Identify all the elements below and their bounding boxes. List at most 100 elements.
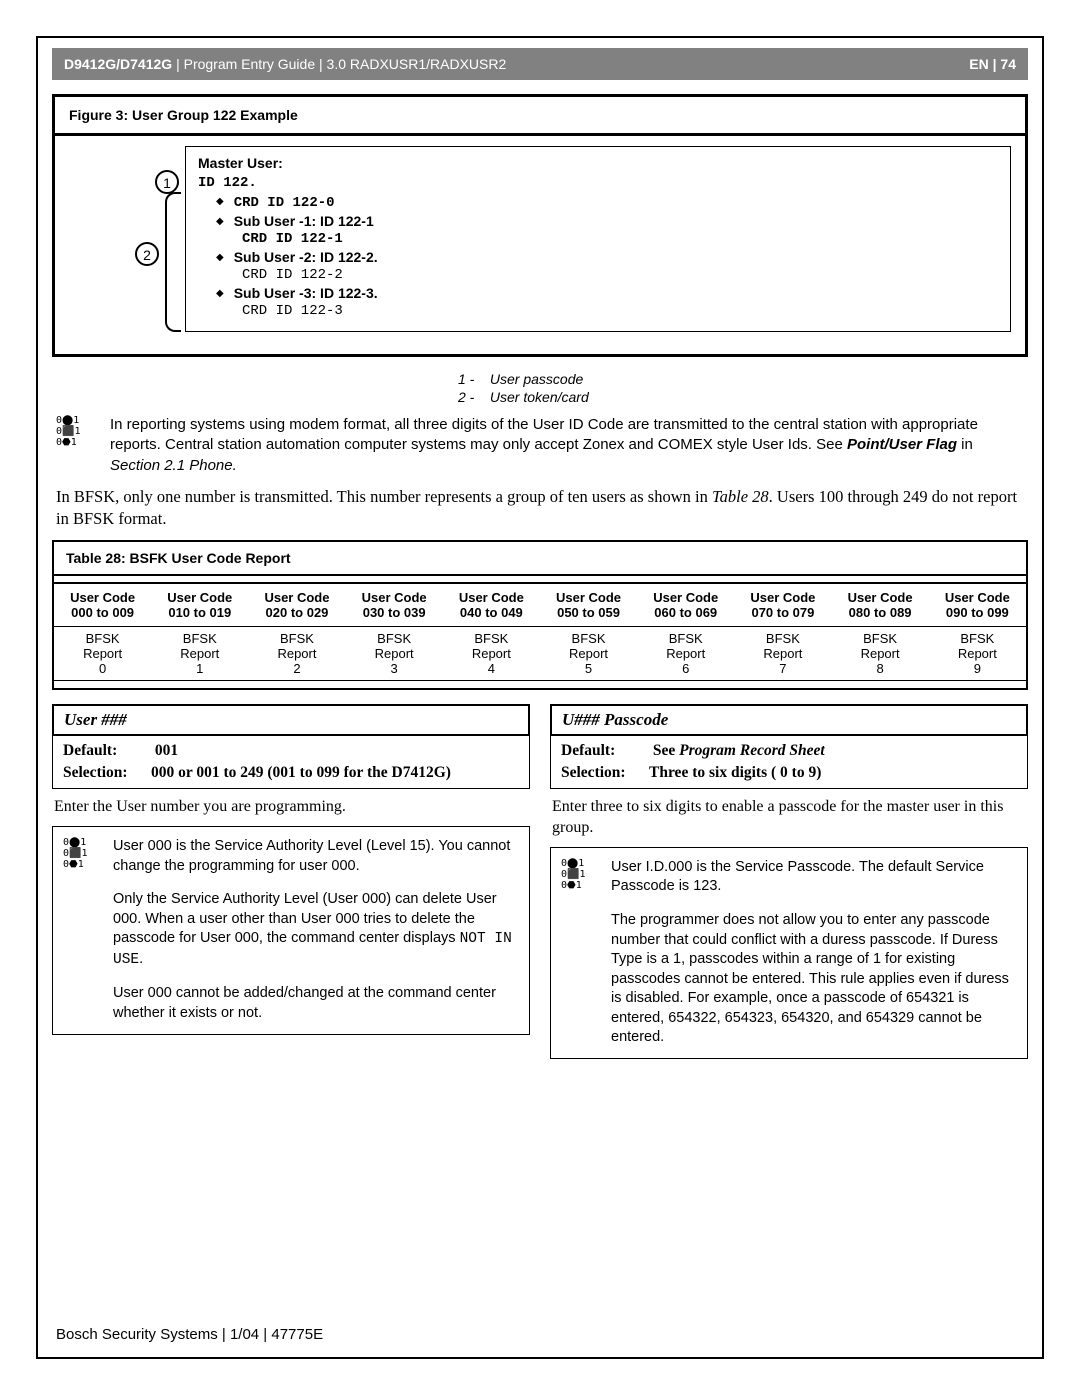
left-def-label: Default:: [63, 742, 151, 760]
right-title: U### Passcode: [550, 704, 1028, 736]
bfsk-th: User Code010 to 019: [151, 584, 248, 627]
header-right: EN | 74: [969, 56, 1016, 72]
table-28: Table 28: BSFK User Code Report User Cod…: [52, 540, 1028, 690]
sub3-b: Sub User -3: ID 122-3.: [234, 285, 378, 301]
crd0: CRD ID 122-0: [234, 195, 335, 211]
bfsk-td: BFSKReport3: [346, 627, 443, 681]
bfsk-th: User Code090 to 099: [929, 584, 1026, 627]
figure-body: 1 2 Master User: ID 122. CRD ID 122-0 Su…: [55, 136, 1025, 342]
two-column: User ### Default: 001 Selection: 000 or …: [52, 704, 1028, 1059]
note-1: 0⬤1 0⬛1 0⬣1 In reporting systems using m…: [56, 415, 1024, 476]
table-bot-spacer: [54, 680, 1026, 688]
caption-1: 1 - User passcode: [458, 371, 1042, 387]
caption-2-text: User token/card: [490, 389, 589, 405]
table-spacer: [54, 576, 1026, 584]
bfsk-head-row: User Code000 to 009User Code010 to 019Us…: [54, 584, 1026, 627]
left-info-icon: 0⬤1 0⬛1 0⬣1: [63, 837, 99, 873]
left-def-val: 001: [155, 742, 178, 759]
bfsk-td: BFSKReport9: [929, 627, 1026, 681]
lang: EN: [969, 56, 988, 72]
left-sel-val: 000 or 001 to 249 (001 to 099 for the D7…: [151, 764, 519, 782]
caption-1-num: 1 -: [458, 371, 474, 387]
figure-3: Figure 3: User Group 122 Example 1 2 Mas…: [52, 94, 1028, 357]
bfsk-table: User Code000 to 009User Code010 to 019Us…: [54, 584, 1026, 680]
header-left: D9412G/D7412G | Program Entry Guide | 3.…: [64, 56, 506, 72]
note1-bi: Point/User Flag: [847, 436, 957, 453]
right-col: U### Passcode Default: See Program Recor…: [550, 704, 1028, 1059]
bfsk-th: User Code070 to 079: [734, 584, 831, 627]
page-frame: D9412G/D7412G | Program Entry Guide | 3.…: [36, 36, 1044, 1359]
left-info-p2b: .: [139, 951, 143, 967]
pipe2: |: [315, 56, 326, 72]
bfsk-td: BFSKReport7: [734, 627, 831, 681]
right-sel-val: Three to six digits ( 0 to 9): [649, 764, 1017, 782]
right-def-val-it: Program Record Sheet: [679, 742, 825, 759]
caption-2: 2 - User token/card: [458, 389, 1042, 405]
page-num: 74: [1000, 56, 1016, 72]
bfsk-th: User Code040 to 049: [443, 584, 540, 627]
bfsk-th: User Code080 to 089: [832, 584, 929, 627]
right-info-p2: The programmer does not allow you to ent…: [611, 911, 1015, 1048]
right-info-box: 0⬤1 0⬛1 0⬣1 User I.D.000 is the Service …: [550, 847, 1028, 1059]
right-sel-label: Selection:: [561, 764, 649, 782]
note1-mid: in: [957, 436, 973, 453]
bfsk-td: BFSKReport1: [151, 627, 248, 681]
left-col: User ### Default: 001 Selection: 000 or …: [52, 704, 530, 1059]
left-info-text: User 000 is the Service Authority Level …: [113, 837, 517, 1024]
caption-1-text: User passcode: [490, 371, 583, 387]
left-info-p2: Only the Service Authority Level (User 0…: [113, 890, 517, 970]
bfsk-th: User Code030 to 039: [346, 584, 443, 627]
model: D9412G/D7412G: [64, 56, 172, 72]
sub1-c: CRD ID 122-1: [242, 231, 343, 247]
right-def-label: Default:: [561, 742, 649, 760]
bfsk-td: BFSKReport4: [443, 627, 540, 681]
guide: Program Entry Guide: [184, 56, 316, 72]
body1-a: In BFSK, only one number is transmitted.…: [56, 487, 712, 506]
master-user-label: Master User:: [198, 155, 998, 171]
footer: Bosch Security Systems | 1/04 | 47775E: [56, 1326, 323, 1343]
left-info-box: 0⬤1 0⬛1 0⬣1 User 000 is the Service Auth…: [52, 826, 530, 1035]
master-block: Master User: ID 122. CRD ID 122-0 Sub Us…: [185, 146, 1011, 332]
left-sel-label: Selection:: [63, 764, 151, 782]
right-info-icon: 0⬤1 0⬛1 0⬣1: [561, 858, 597, 894]
left-info-p1: User 000 is the Service Authority Level …: [113, 837, 517, 876]
body1-it: Table 28: [712, 487, 769, 506]
bfsk-th: User Code050 to 059: [540, 584, 637, 627]
header-bar: D9412G/D7412G | Program Entry Guide | 3.…: [52, 48, 1028, 80]
right-def-val-a: See: [653, 742, 679, 759]
bfsk-th: User Code000 to 009: [54, 584, 151, 627]
right-info-p1: User I.D.000 is the Service Passcode. Th…: [611, 858, 1015, 897]
bfsk-td: BFSKReport6: [637, 627, 734, 681]
right-def-box: Default: See Program Record Sheet Select…: [550, 736, 1028, 789]
bfsk-th: User Code060 to 069: [637, 584, 734, 627]
sub3-c: CRD ID 122-3: [242, 303, 343, 319]
callout-1: 1: [155, 170, 179, 194]
brace: [165, 192, 181, 332]
caption-list: 1 - User passcode 2 - User token/card: [458, 371, 1042, 405]
bfsk-td: BFSKReport0: [54, 627, 151, 681]
left-info-p3: User 000 cannot be added/changed at the …: [113, 984, 517, 1023]
left-body: Enter the User number you are programmin…: [54, 797, 528, 818]
table-28-title: Table 28: BSFK User Code Report: [54, 542, 1026, 576]
left-info-p2a: Only the Service Authority Level (User 0…: [113, 891, 497, 946]
caption-2-num: 2 -: [458, 389, 474, 405]
pipe: |: [172, 56, 183, 72]
callout-2: 2: [135, 242, 159, 266]
figure-title: Figure 3: User Group 122 Example: [55, 97, 1025, 136]
note-1-text: In reporting systems using modem format,…: [110, 415, 1024, 476]
body-p1: In BFSK, only one number is transmitted.…: [56, 486, 1024, 531]
bfsk-td: BFSKReport8: [832, 627, 929, 681]
note-icon: 0⬤1 0⬛1 0⬣1: [56, 415, 92, 451]
bfsk-th: User Code020 to 029: [248, 584, 345, 627]
sub1-b: Sub User -1: ID 122-1: [234, 213, 374, 229]
right-body: Enter three to six digits to enable a pa…: [552, 797, 1026, 839]
right-def-val: See Program Record Sheet: [653, 742, 825, 759]
bfsk-td: BFSKReport2: [248, 627, 345, 681]
sub2-c: CRD ID 122-2: [242, 267, 343, 283]
id-line: ID 122.: [198, 175, 998, 191]
note1-it: Section 2.1 Phone.: [110, 457, 237, 474]
sub2-b: Sub User -2: ID 122-2.: [234, 249, 378, 265]
left-def-box: Default: 001 Selection: 000 or 001 to 24…: [52, 736, 530, 789]
right-info-text: User I.D.000 is the Service Passcode. Th…: [611, 858, 1015, 1048]
left-title: User ###: [52, 704, 530, 736]
